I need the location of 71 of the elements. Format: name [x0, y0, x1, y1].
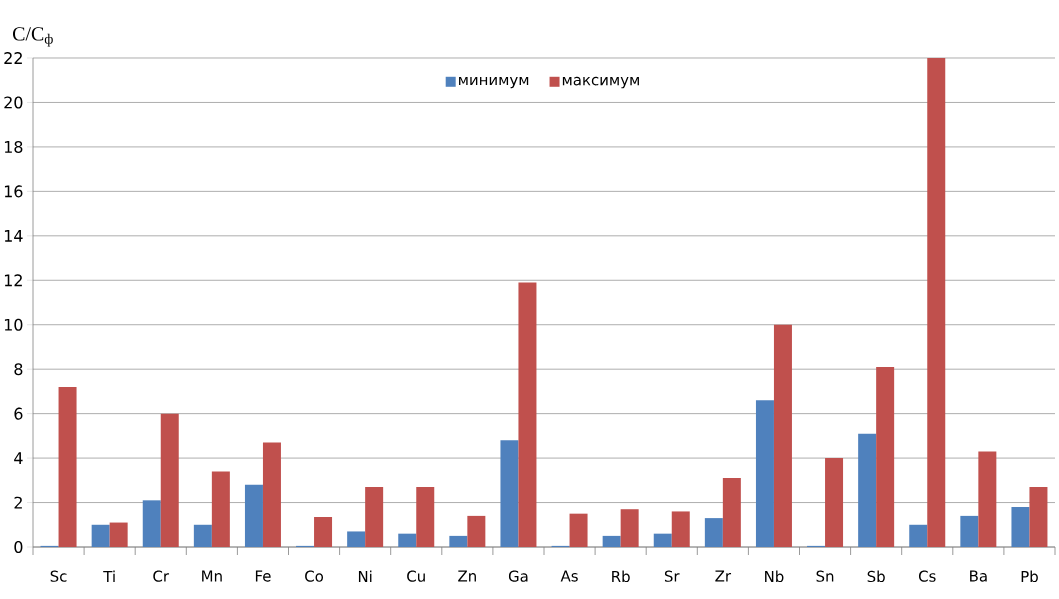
legend-label: минимум — [459, 76, 529, 89]
x-tick-label: Ti — [103, 570, 115, 582]
bar — [262, 442, 281, 547]
bar — [755, 400, 774, 547]
x-tick-label: Pb — [1021, 570, 1038, 583]
bar — [978, 451, 997, 547]
bar — [569, 513, 588, 547]
y-tick-label: 4 — [14, 452, 23, 464]
bar — [347, 531, 366, 547]
bar — [449, 535, 468, 547]
y-tick-label: 20 — [4, 96, 23, 109]
x-tick-label: Rb — [612, 570, 630, 583]
x-tick-label: Zn — [458, 570, 476, 582]
y-tick-label: 18 — [4, 140, 23, 153]
x-tick-label: Cu — [407, 570, 425, 582]
y-tick-label: 16 — [4, 185, 23, 198]
x-tick-label: Sb — [867, 570, 885, 583]
y-tick-label: 0 — [14, 540, 23, 554]
x-tick-label: Co — [305, 570, 324, 582]
bar — [909, 524, 928, 547]
x-tick-label: Fe — [255, 570, 271, 582]
bar — [671, 511, 690, 547]
bar — [825, 458, 844, 547]
bar — [91, 524, 110, 547]
bar — [193, 524, 212, 547]
y-tick-label: 6 — [14, 407, 23, 420]
bar — [704, 518, 723, 547]
bar — [467, 515, 486, 547]
bar — [1011, 506, 1030, 547]
bar — [960, 515, 979, 547]
y-tick-label: 14 — [4, 230, 23, 242]
bar — [927, 58, 946, 547]
x-tick-label: Sc — [50, 570, 67, 582]
x-tick-label: Ni — [358, 570, 372, 582]
y-axis-title: C/C$_{ф}$ — [12, 27, 53, 47]
bar — [142, 500, 161, 547]
bar — [722, 478, 741, 547]
bar — [314, 516, 333, 547]
legend-label: максимум — [562, 76, 639, 89]
bar — [773, 324, 792, 547]
bar — [1029, 486, 1048, 547]
bar — [398, 533, 417, 547]
bar — [653, 533, 672, 547]
x-tick-label: Nb — [765, 570, 784, 583]
bar — [365, 486, 384, 547]
bar — [876, 366, 895, 547]
x-tick-label: Cr — [153, 570, 170, 582]
x-tick-label: Sn — [816, 570, 834, 582]
bar — [58, 386, 77, 547]
x-tick-label: Cs — [918, 570, 936, 582]
bar — [500, 440, 519, 547]
y-tick-label: 12 — [4, 274, 22, 287]
y-tick-label: 8 — [14, 363, 23, 376]
bar — [620, 509, 639, 547]
bar — [211, 471, 230, 547]
bar — [160, 413, 179, 547]
bar — [244, 484, 263, 547]
x-tick-label: Mn — [202, 570, 222, 582]
y-tick-label: 22 — [4, 52, 22, 64]
y-tick-label: 10 — [4, 318, 23, 331]
x-tick-label: Ba — [970, 570, 987, 582]
x-tick-label: Ga — [508, 570, 528, 582]
bar — [416, 486, 435, 547]
bar — [109, 522, 128, 547]
x-tick-label: As — [560, 570, 578, 582]
y-tick-label: 2 — [14, 496, 22, 509]
x-tick-label: Zr — [715, 570, 732, 582]
bar — [602, 535, 621, 547]
bar — [858, 433, 877, 547]
bar — [518, 282, 537, 547]
x-tick-label: Sr — [664, 570, 680, 582]
